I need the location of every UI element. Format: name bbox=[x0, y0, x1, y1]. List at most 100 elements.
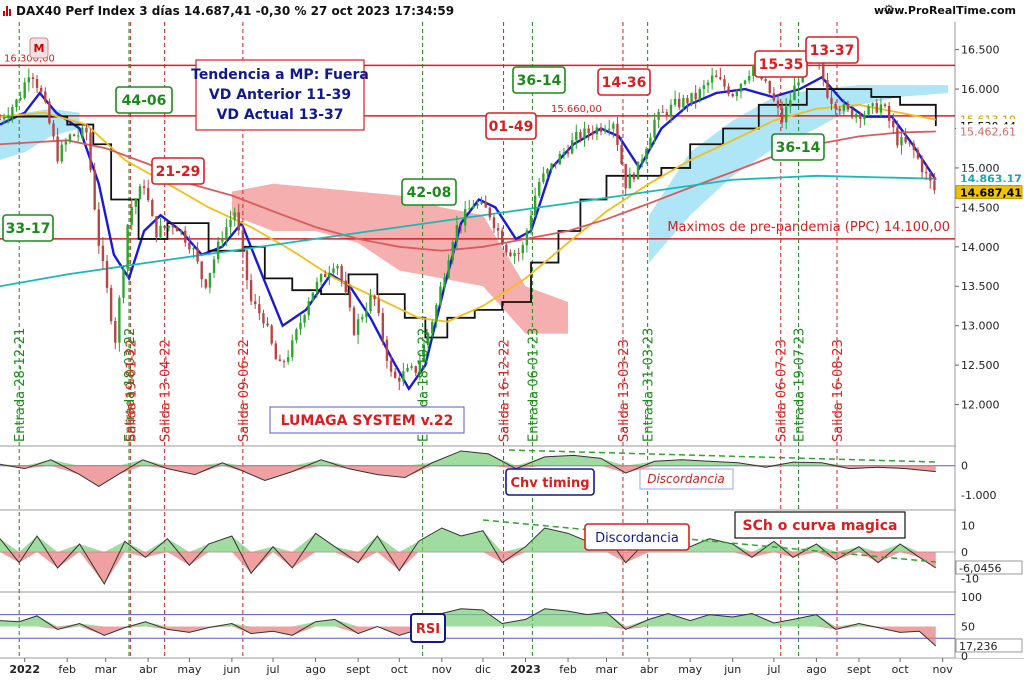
time-tick-label: jun bbox=[222, 663, 240, 676]
candle-body bbox=[702, 85, 706, 90]
settings-icon[interactable]: ⚙ bbox=[883, 3, 895, 18]
candle-body bbox=[579, 132, 582, 139]
signal-label: Salida 09-06-22 bbox=[237, 339, 252, 442]
candle-body bbox=[307, 301, 310, 316]
candle-body bbox=[838, 108, 841, 111]
candle-body bbox=[727, 86, 730, 95]
candle-body bbox=[323, 274, 327, 278]
candle-body bbox=[715, 75, 718, 78]
panel-tick-label: 100 bbox=[961, 591, 982, 604]
candle-body bbox=[155, 216, 158, 238]
price-marker-bg bbox=[955, 185, 1023, 200]
candle-body bbox=[768, 80, 771, 94]
candle-body bbox=[163, 225, 166, 228]
time-tick-label: ago bbox=[806, 663, 827, 676]
candle-body bbox=[747, 76, 751, 81]
candle-body bbox=[793, 85, 796, 101]
candle-body bbox=[188, 242, 191, 250]
price-tick-label: 14.000 bbox=[961, 241, 1000, 254]
time-tick-label: jul bbox=[766, 663, 780, 676]
candle-body bbox=[299, 322, 302, 330]
candle-body bbox=[439, 286, 442, 306]
price-marker-bg bbox=[956, 124, 1022, 138]
candle-body bbox=[258, 304, 261, 314]
candle-body bbox=[15, 99, 18, 107]
candle-body bbox=[570, 140, 574, 154]
candle-body bbox=[542, 173, 545, 183]
candle-body bbox=[229, 219, 232, 228]
candle-body bbox=[274, 343, 277, 360]
signal-count-box-frame bbox=[485, 112, 537, 140]
candle-body bbox=[398, 377, 401, 382]
time-tick-label: mar bbox=[95, 663, 117, 676]
candle-body bbox=[134, 199, 138, 207]
candle-body bbox=[871, 103, 874, 107]
candle-body bbox=[776, 100, 780, 108]
candle-body bbox=[694, 92, 697, 100]
candle-body bbox=[142, 186, 146, 189]
price-marker-bg bbox=[956, 171, 1022, 185]
candle-body bbox=[665, 112, 669, 116]
candle-body bbox=[282, 361, 286, 363]
candle-body bbox=[23, 82, 26, 99]
candle-body bbox=[875, 103, 878, 113]
time-tick-label: oct bbox=[892, 663, 910, 676]
candle-body bbox=[291, 340, 294, 358]
time-tick-label: abr bbox=[139, 663, 158, 676]
candle-body bbox=[678, 98, 681, 108]
candle-body bbox=[315, 281, 319, 293]
time-tick-label: may bbox=[678, 663, 702, 676]
candle-body bbox=[566, 152, 570, 154]
candle-body bbox=[850, 109, 854, 118]
candle-body bbox=[192, 248, 195, 250]
candle-body bbox=[628, 173, 632, 189]
chv-timing-label: Chv timing bbox=[510, 476, 589, 491]
discordancia-1-frame bbox=[639, 468, 734, 490]
candle-body bbox=[64, 141, 68, 145]
site-url[interactable]: www.ProRealTime.com bbox=[873, 4, 1016, 17]
price-marker-label: 14.687,41 bbox=[960, 187, 1022, 200]
oscillator-negative-area bbox=[0, 626, 936, 646]
candle-body bbox=[476, 203, 479, 206]
indicator-line bbox=[0, 75, 937, 392]
candle-body bbox=[114, 321, 117, 343]
candle-body bbox=[286, 357, 290, 362]
time-tick-label: feb bbox=[559, 663, 577, 676]
candle-body bbox=[278, 359, 282, 362]
time-tick-label: 2022 bbox=[9, 663, 40, 676]
ichimoku-cloud-blue-left bbox=[0, 108, 80, 161]
candle-body bbox=[31, 77, 35, 80]
candle-body bbox=[863, 114, 866, 119]
candle-body bbox=[632, 173, 636, 180]
candle-body bbox=[616, 123, 619, 145]
time-tick-label: ago bbox=[305, 663, 326, 676]
candle-body bbox=[204, 279, 208, 288]
candle-body bbox=[319, 274, 323, 282]
time-tick-label: oct bbox=[391, 663, 409, 676]
signal-count-box: 01-49 bbox=[489, 119, 534, 135]
candle-body bbox=[151, 200, 154, 217]
candle-body bbox=[328, 272, 331, 278]
candle-body bbox=[352, 307, 356, 335]
candle-body bbox=[723, 79, 726, 87]
candle-body bbox=[89, 132, 92, 170]
time-tick-label: nov bbox=[432, 663, 453, 676]
candle-body bbox=[859, 113, 862, 119]
signal-count-box-frame bbox=[754, 50, 808, 78]
sch-curve-frame bbox=[734, 511, 906, 539]
candle-body bbox=[682, 97, 685, 108]
candle-body bbox=[105, 261, 109, 288]
candle-body bbox=[52, 123, 55, 137]
candle-body bbox=[27, 77, 31, 83]
system-label: LUMAGA SYSTEM v.22 bbox=[281, 413, 454, 429]
candle-body bbox=[167, 225, 170, 228]
signal-count-box-frame bbox=[805, 36, 859, 64]
candle-body bbox=[649, 137, 652, 150]
candle-body bbox=[480, 202, 483, 204]
candle-body bbox=[81, 127, 84, 136]
signal-count-box-frame bbox=[2, 214, 54, 242]
candle-body bbox=[500, 230, 504, 245]
chart-canvas: DAX40 Perf IndexProRealTime.com 16.300,0… bbox=[0, 22, 1024, 683]
candle-body bbox=[175, 227, 179, 232]
candle-body bbox=[0, 119, 2, 121]
